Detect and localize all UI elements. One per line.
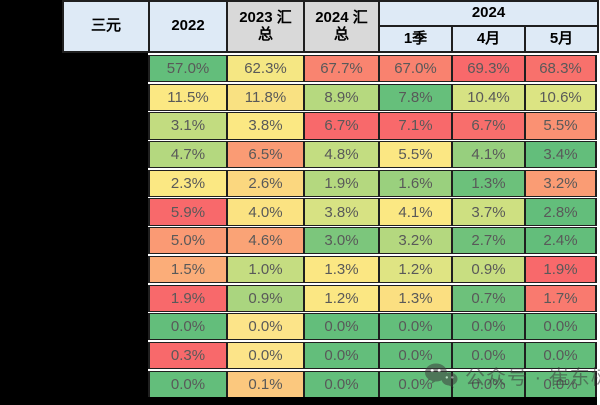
heatmap-cell-r11-c4: 0.0% [378, 341, 451, 370]
heatmap-cell-r8-c2: 1.0% [226, 255, 303, 283]
heatmap-cell-r9-c5: 0.7% [451, 284, 524, 312]
heatmap-cell-r4-c1: 4.7% [148, 141, 226, 169]
heatmap-cell-r12-c6: 0.0% [524, 370, 597, 398]
heatmap-cell-r1-c3: 67.7% [303, 55, 378, 83]
heatmap-cell-r11-c2: 0.0% [226, 341, 303, 370]
heatmap-cell-r1-c2: 62.3% [226, 55, 303, 83]
heatmap-cell-r7-c6: 2.4% [524, 227, 597, 255]
heatmap-cell-r9-c6: 1.7% [524, 284, 597, 312]
heatmap-cell-r9-c1: 1.9% [148, 284, 226, 312]
heatmap-cell-r4-c6: 3.4% [524, 141, 597, 169]
heatmap-cell-r3-c6: 5.5% [524, 112, 597, 140]
heatmap-cell-r7-c1: 5.0% [148, 227, 226, 255]
heatmap-cell-r1-c6: 68.3% [524, 55, 597, 83]
heatmap-cell-r5-c1: 2.3% [148, 169, 226, 197]
heatmap-cell-r3-c3: 6.7% [303, 112, 378, 140]
heatmap-cell-r2-c5: 10.4% [451, 83, 524, 111]
heatmap-cell-r2-c6: 10.6% [524, 83, 597, 111]
heatmap-cell-r6-c6: 2.8% [524, 198, 597, 226]
heatmap-cell-r3-c2: 3.8% [226, 112, 303, 140]
heatmap-cell-r2-c4: 7.8% [378, 83, 451, 111]
heatmap-cell-r11-c3: 0.0% [303, 341, 378, 370]
heatmap-cell-r10-c2: 0.0% [226, 313, 303, 341]
corner-header-cell: 三元 [64, 2, 150, 53]
table-header: 三元 2022 2023 汇 总 2024 汇 总 2024 1季 4月 5月 [62, 0, 599, 53]
heatmap-cell-r5-c6: 3.2% [524, 169, 597, 197]
heatmap-cell-r5-c2: 2.6% [226, 169, 303, 197]
heatmap-cell-r11-c5: 0.0% [451, 341, 524, 370]
heatmap-cell-r8-c6: 1.9% [524, 255, 597, 283]
redaction-row-label-column [62, 51, 148, 405]
heatmap-cell-r4-c5: 4.1% [451, 141, 524, 169]
heatmap-cell-r1-c5: 69.3% [451, 55, 524, 83]
heatmap-cell-r6-c3: 3.8% [303, 198, 378, 226]
sub-header-q1: 1季 [380, 27, 453, 53]
column-header-2023-total: 2023 汇 总 [228, 2, 305, 53]
heatmap-cell-r2-c1: 11.5% [148, 83, 226, 111]
column-header-2022: 2022 [150, 2, 228, 53]
heatmap-cell-r7-c2: 4.6% [226, 227, 303, 255]
heatmap-cell-r9-c2: 0.9% [226, 284, 303, 312]
heatmap-cell-r10-c6: 0.0% [524, 313, 597, 341]
heatmap-cell-r6-c1: 5.9% [148, 198, 226, 226]
heatmap-cell-r8-c5: 0.9% [451, 255, 524, 283]
sub-header-apr: 4月 [453, 27, 526, 53]
heatmap-cell-r7-c3: 3.0% [303, 227, 378, 255]
heatmap-cell-r12-c1: 0.0% [148, 370, 226, 398]
heatmap-cell-r12-c3: 0.0% [303, 370, 378, 398]
heatmap-cell-r9-c4: 1.3% [378, 284, 451, 312]
heatmap-cell-r6-c4: 4.1% [378, 198, 451, 226]
heatmap-cell-r10-c4: 0.0% [378, 313, 451, 341]
heatmap-cell-r8-c4: 1.2% [378, 255, 451, 283]
sub-header-may: 5月 [526, 27, 599, 53]
heatmap-cell-r1-c4: 67.0% [378, 55, 451, 83]
heatmap-cell-r2-c3: 8.9% [303, 83, 378, 111]
heatmap-cell-r4-c3: 4.8% [303, 141, 378, 169]
heatmap-cell-r6-c5: 3.7% [451, 198, 524, 226]
heatmap-cell-r4-c2: 6.5% [226, 141, 303, 169]
heatmap-cell-r5-c5: 1.3% [451, 169, 524, 197]
heatmap-cell-r5-c3: 1.9% [303, 169, 378, 197]
heatmap-cell-r5-c4: 1.6% [378, 169, 451, 197]
heatmap-cell-r3-c1: 3.1% [148, 112, 226, 140]
heatmap-body: 57.0% 62.3% 67.7% 67.0% 69.3% 68.3% 11.5% 11.8%… [148, 55, 597, 398]
heatmap-cell-r9-c3: 1.2% [303, 284, 378, 312]
heatmap-cell-r12-c4: 0.0% [378, 370, 451, 398]
heatmap-cell-r12-c2: 0.1% [226, 370, 303, 398]
column-header-2024-total: 2024 汇 总 [305, 2, 380, 53]
table-bottom-border [0, 397, 597, 405]
heatmap-cell-r7-c5: 2.7% [451, 227, 524, 255]
heatmap-cell-r8-c1: 1.5% [148, 255, 226, 283]
heatmap-cell-r6-c2: 4.0% [226, 198, 303, 226]
heatmap-cell-r1-c1: 57.0% [148, 55, 226, 83]
heatmap-cell-r4-c4: 5.5% [378, 141, 451, 169]
group-header-2024: 2024 [380, 2, 599, 27]
heatmap-cell-r11-c1: 0.3% [148, 341, 226, 370]
heatmap-cell-r12-c5: 0.0% [451, 370, 524, 398]
heatmap-cell-r10-c3: 0.0% [303, 313, 378, 341]
heatmap-cell-r3-c4: 7.1% [378, 112, 451, 140]
heatmap-cell-r7-c4: 3.2% [378, 227, 451, 255]
heatmap-cell-r10-c5: 0.0% [451, 313, 524, 341]
heatmap-cell-r10-c1: 0.0% [148, 313, 226, 341]
heatmap-cell-r3-c5: 6.7% [451, 112, 524, 140]
redaction-left-margin [0, 0, 62, 405]
heatmap-cell-r11-c6: 0.0% [524, 341, 597, 370]
heatmap-cell-r8-c3: 1.3% [303, 255, 378, 283]
heatmap-cell-r2-c2: 11.8% [226, 83, 303, 111]
